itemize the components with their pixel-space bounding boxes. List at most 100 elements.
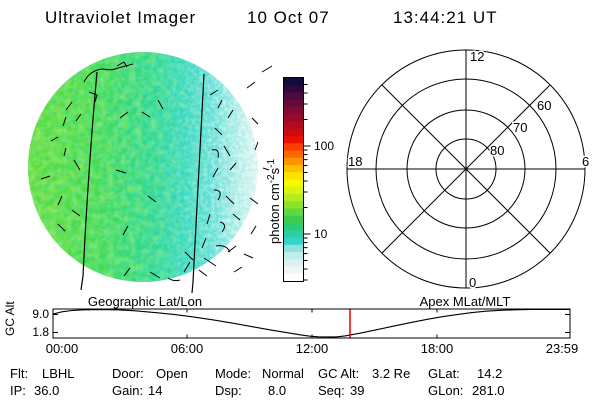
polar-label-mlat80: 80 <box>490 143 504 158</box>
contour-segment <box>83 63 134 83</box>
colorbar-unit-label: photon cm-2s-1 <box>266 159 282 244</box>
contour-segment <box>122 225 129 236</box>
colorbar-band <box>284 252 303 260</box>
contour-segment <box>233 266 243 273</box>
colorbar-ticks <box>303 83 311 281</box>
colorbar-band <box>284 99 303 108</box>
colorbar-band <box>284 194 303 202</box>
colorbar-band <box>284 114 303 123</box>
header-date: 10 Oct 07 <box>247 8 330 27</box>
colorbar-frame <box>283 77 304 282</box>
colorbar-band <box>284 121 303 130</box>
contour-segment <box>167 277 181 282</box>
strip-left-title: Geographic Lat/Lon <box>88 294 202 309</box>
colorbar-band <box>284 179 303 188</box>
colorbar-band <box>284 237 303 246</box>
polar-plot: 12 18 6 0 80 70 60 <box>346 48 591 292</box>
unit-text: s <box>267 167 282 174</box>
polar-label-mlt6: 6 <box>582 154 589 169</box>
contour-segment <box>73 159 81 171</box>
status-flt-value: LBHL <box>42 366 75 381</box>
contour-segment <box>75 113 82 122</box>
contour-segment <box>50 136 59 142</box>
uv-image-panel <box>28 52 273 294</box>
meridian-lines <box>80 71 205 294</box>
contour-segment <box>246 81 256 89</box>
polar-label-mlat60: 60 <box>537 98 551 113</box>
colorbar-tick-label: 100 <box>314 139 334 153</box>
contour-segment <box>211 149 219 159</box>
contour-segment <box>71 209 81 217</box>
colorbar-band <box>284 78 303 86</box>
colorbar-band <box>284 230 303 239</box>
status-flt-label: Flt: <box>10 366 28 381</box>
colorbar-band <box>284 244 303 253</box>
status-dsp-value: 8.0 <box>268 383 286 398</box>
disk-speckle-white <box>28 52 258 282</box>
status-door-label: Door: <box>112 366 144 381</box>
strip-chart: Geographic Lat/Lon Apex MLat/MLT GC Alt … <box>3 294 578 356</box>
status-gcalt-label: GC Alt: <box>318 366 359 381</box>
contour-segment <box>183 261 191 273</box>
contour-segment <box>63 147 67 157</box>
colorbar-band <box>284 223 303 231</box>
contour-segment <box>223 145 231 157</box>
contour-segment <box>115 169 127 174</box>
contour-segment <box>184 251 194 261</box>
meridian-line <box>191 73 205 294</box>
colorbar-bands <box>284 78 303 282</box>
xtick-1200: 12:00 <box>296 341 329 356</box>
polar-label-mlt12: 12 <box>470 49 484 64</box>
contour-segment <box>243 253 254 259</box>
contour-segment <box>214 127 223 136</box>
colorbar-band <box>284 208 303 217</box>
colorbar-band <box>284 85 303 94</box>
contour-segment <box>201 237 207 249</box>
header: Ultraviolet Imager 10 Oct 07 13:44:21 UT <box>45 8 498 27</box>
status-mode-value: Normal <box>262 366 304 381</box>
contour-segment <box>229 162 237 171</box>
colorbar-band <box>284 165 303 173</box>
contour-segment <box>57 223 66 232</box>
status-glat-label: GLat: <box>428 366 460 381</box>
contour-segment <box>212 167 219 178</box>
contour-segment <box>209 89 219 96</box>
colorbar-band <box>284 107 303 115</box>
colorbar-band <box>284 186 303 195</box>
contour-segment <box>227 109 234 119</box>
status-seq-label: Seq: <box>318 383 345 398</box>
strip-x-tick-labels: 00:00 06:00 12:00 18:00 23:59 <box>46 341 579 356</box>
contour-segment <box>227 245 237 253</box>
contour-segment <box>65 101 73 111</box>
polar-label-mlt0: 0 <box>469 275 476 290</box>
status-gain-value: 14 <box>148 383 162 398</box>
colorbar-band <box>284 128 303 137</box>
colorbar-band <box>284 215 303 224</box>
header-time-ut: 13:44:21 UT <box>393 8 498 27</box>
strip-frame <box>52 308 571 339</box>
contour-segment <box>232 213 241 221</box>
status-bar: Flt: LBHL Door: Open Mode: Normal GC Alt… <box>10 366 505 398</box>
xtick-2359: 23:59 <box>546 341 579 356</box>
contour-segment <box>149 271 161 279</box>
xtick-0600: 06:00 <box>171 341 204 356</box>
contour-segment <box>250 225 257 235</box>
xtick-1800: 18:00 <box>421 341 454 356</box>
status-ip-value: 36.0 <box>34 383 59 398</box>
uv-earth-disk <box>28 52 258 282</box>
contour-segment <box>157 99 164 110</box>
colorbar-band <box>284 266 303 275</box>
colorbar: 100 10 photon cm-2s-1 <box>266 77 334 282</box>
polar-label-mlat70: 70 <box>513 120 527 135</box>
xtick-0000: 00:00 <box>46 341 79 356</box>
strip-y-axis-label: GC Alt <box>3 301 17 336</box>
unit-superscript: -2 <box>266 174 277 183</box>
colorbar-band <box>284 273 303 282</box>
polar-label-mlt18: 18 <box>348 154 362 169</box>
status-dsp-label: Dsp: <box>215 383 242 398</box>
contour-segment <box>116 61 128 68</box>
status-glat-value: 14.2 <box>477 366 502 381</box>
colorbar-band <box>284 150 303 159</box>
